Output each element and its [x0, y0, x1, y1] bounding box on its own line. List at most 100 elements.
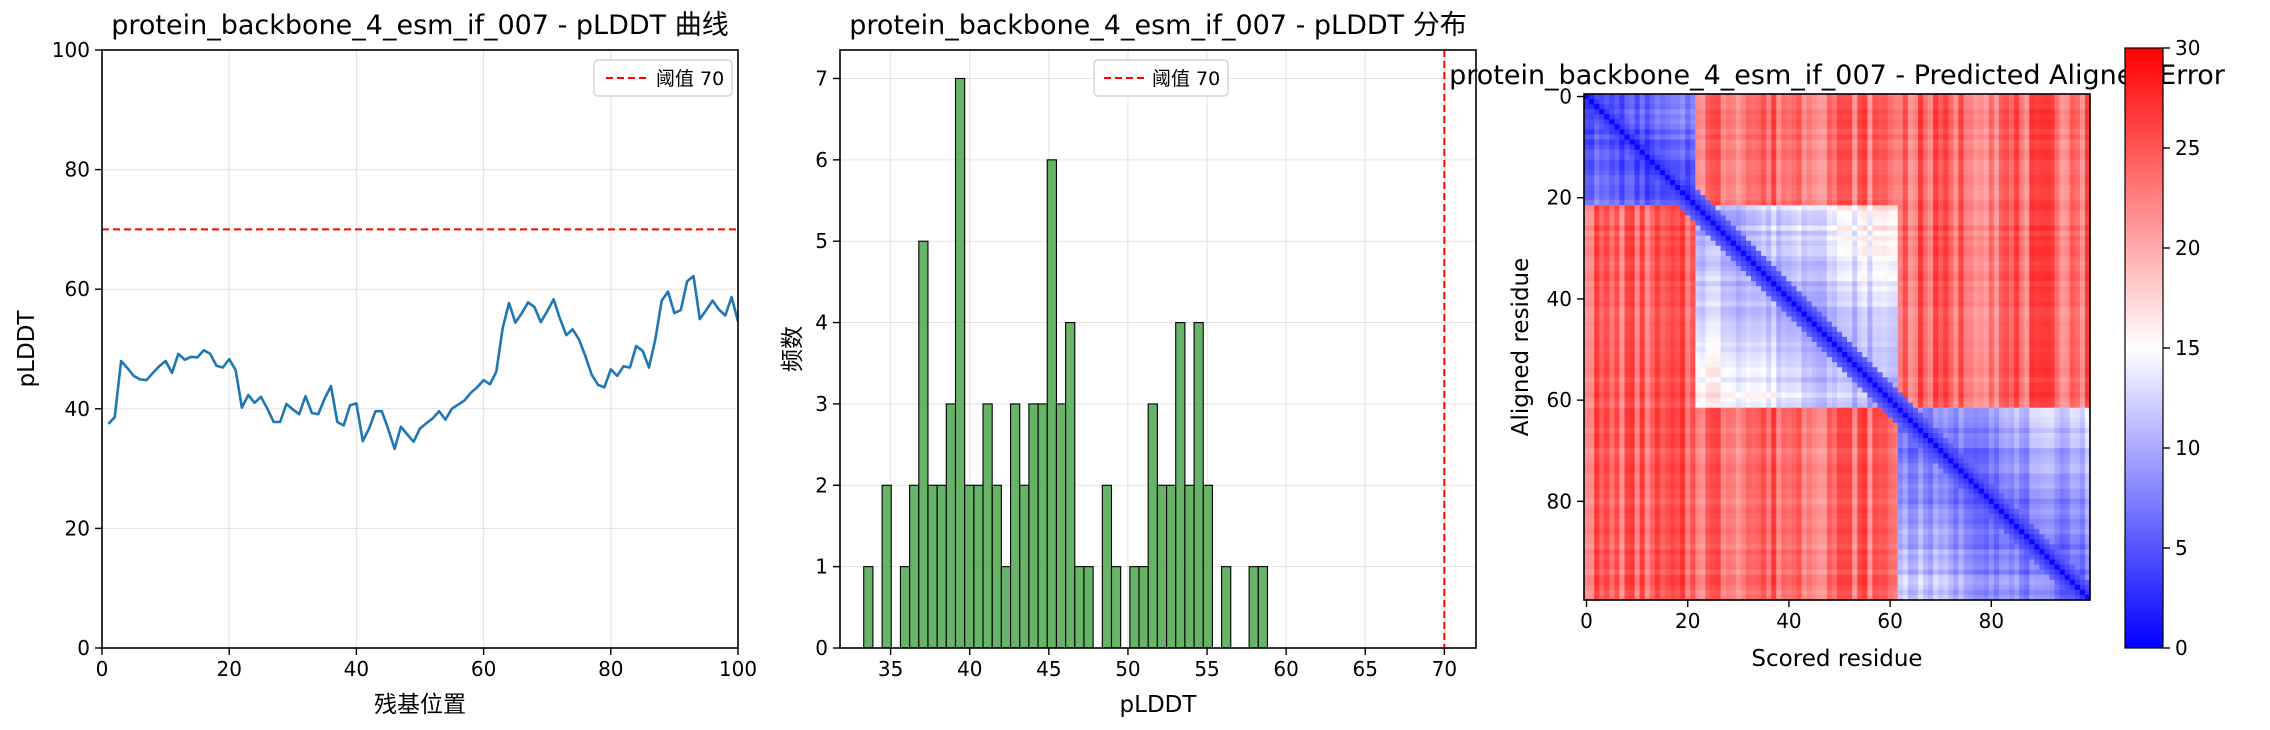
- pae-cell: [1958, 245, 1965, 252]
- pae-cell: [2009, 185, 2015, 191]
- pae-cell: [1730, 129, 1737, 136]
- pae-cell: [1664, 174, 1671, 181]
- pae-cell: [1771, 316, 1777, 323]
- pae-cell: [1634, 169, 1641, 176]
- pae-cell: [1619, 255, 1626, 262]
- pae-cell: [1847, 255, 1853, 262]
- pae-cell: [1867, 250, 1874, 257]
- pae-cell: [1943, 200, 1949, 206]
- pae-cell: [1963, 119, 1970, 125]
- pae-cell: [1735, 129, 1742, 136]
- pae-cell: [1644, 326, 1651, 333]
- pae-cell: [1867, 260, 1874, 267]
- pae-cell: [1614, 159, 1621, 166]
- pae-cell: [1862, 99, 1868, 105]
- pae-cell: [2049, 139, 2056, 146]
- pae-cell: [1756, 124, 1762, 131]
- pae-cell: [2049, 200, 2056, 206]
- pae-cell: [1902, 276, 1909, 282]
- pae-cell: [1948, 281, 1954, 287]
- pae-cell: [1604, 220, 1610, 227]
- pae-cell: [1816, 174, 1823, 181]
- pae-cell: [2044, 245, 2051, 252]
- pae-cell: [2064, 260, 2071, 267]
- pae-cell: [1917, 104, 1924, 110]
- pae-cell: [1998, 149, 2005, 156]
- pae-cell: [1609, 230, 1615, 237]
- pae-cell: [2029, 215, 2035, 222]
- pae-cell: [1624, 316, 1631, 323]
- pae-cell: [1685, 144, 1691, 151]
- pae-cell: [2009, 180, 2015, 186]
- pae-cell: [1771, 240, 1777, 247]
- pae-cell: [1710, 331, 1717, 338]
- pae-cell: [1670, 260, 1676, 267]
- pae-cell: [1811, 174, 1818, 181]
- pae-cell: [1948, 306, 1954, 313]
- pae-cell: [2029, 291, 2035, 297]
- pae-cell: [1912, 296, 1919, 303]
- pae-cell: [1862, 255, 1868, 262]
- pae-cell: [1649, 109, 1656, 115]
- pae-cell: [2084, 159, 2091, 166]
- pae-cell: [2059, 281, 2066, 287]
- pae-cell: [1847, 99, 1853, 105]
- pae-cell: [1897, 149, 1904, 156]
- pae-cell: [1649, 230, 1656, 237]
- pae-cell: [1589, 159, 1595, 166]
- pae-cell: [1771, 326, 1777, 333]
- pae-cell: [1811, 180, 1818, 186]
- pae-cell: [1705, 255, 1712, 262]
- pae-cell: [2084, 230, 2091, 237]
- pae-cell: [1629, 210, 1636, 217]
- pae-cell: [1877, 271, 1884, 277]
- pae-cell: [1821, 215, 1828, 222]
- pae-cell: [1953, 94, 1960, 100]
- pae-cell: [1928, 114, 1934, 120]
- pae-cell: [1649, 154, 1656, 161]
- pae-cell: [1715, 144, 1722, 151]
- pae-cell: [1998, 205, 2005, 211]
- pae-cell: [1917, 169, 1924, 176]
- pae-cell: [1953, 235, 1960, 242]
- pae-cell: [1988, 291, 1995, 297]
- pae-cell: [1912, 159, 1919, 166]
- pae-cell: [1821, 180, 1828, 186]
- pae-cell: [1766, 230, 1772, 237]
- pae-cell: [1599, 331, 1605, 338]
- pae-cell: [1923, 321, 1929, 328]
- pae-cell: [1988, 129, 1995, 136]
- pae-cell: [1690, 114, 1696, 120]
- pae-cell: [1821, 250, 1828, 257]
- pae-cell: [1902, 210, 1909, 217]
- pae-cell: [1654, 114, 1661, 120]
- pae-cell: [1720, 205, 1727, 211]
- pae-cell: [2019, 205, 2025, 211]
- pae-cell: [1968, 195, 1975, 201]
- pae-cell: [2069, 235, 2076, 242]
- pae-cell: [1796, 286, 1803, 292]
- pae-cell: [1872, 154, 1879, 161]
- pae-cell: [1998, 311, 2005, 318]
- pae-cell: [1907, 200, 1914, 206]
- pae-cell: [1847, 159, 1853, 166]
- pae-cell: [2003, 271, 2010, 277]
- pae-cell: [1928, 124, 1934, 131]
- pae-cell: [1750, 316, 1757, 323]
- pae-cell: [1750, 266, 1757, 272]
- pae-cell: [2069, 180, 2076, 186]
- pae-cell: [1998, 235, 2005, 242]
- pae-cell: [1948, 220, 1954, 227]
- pae-cell: [1584, 94, 1590, 100]
- pae-cell: [1654, 159, 1661, 166]
- pae-cell: [1659, 260, 1666, 267]
- pae-cell: [1948, 169, 1954, 176]
- pae-cell: [1877, 144, 1884, 151]
- pae-cell: [1852, 286, 1858, 292]
- pae-cell: [1801, 225, 1808, 232]
- pae-cell: [1609, 104, 1615, 110]
- pae-cell: [1604, 296, 1610, 303]
- pae-cell: [1735, 94, 1742, 100]
- pae-cell: [1756, 180, 1762, 186]
- pae-cell: [2019, 215, 2025, 222]
